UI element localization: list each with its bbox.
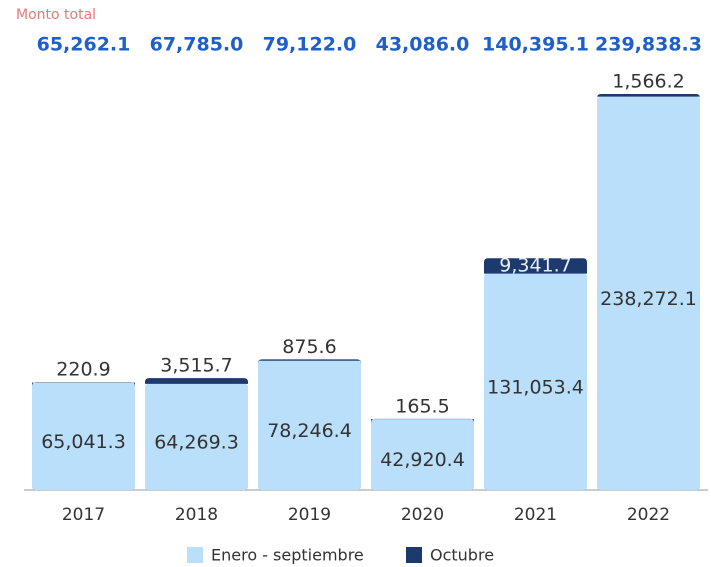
x-tick-label: 2022: [627, 505, 670, 525]
bar-segment: [371, 419, 474, 490]
bar-segment: [258, 360, 361, 490]
value-label: 64,269.3: [154, 431, 239, 453]
bar-segment: [597, 96, 700, 491]
value-label: 131,053.4: [487, 376, 584, 398]
bar-segment: [484, 258, 587, 274]
legend-swatch: [406, 547, 422, 563]
value-label: 42,920.4: [380, 449, 465, 471]
value-label: 9,341.7: [499, 254, 572, 276]
bar-segment: [32, 382, 135, 490]
value-label: 165.5: [395, 395, 449, 417]
bar-segment: [258, 359, 361, 364]
bar-segment: [597, 94, 700, 98]
bar-segment: [145, 383, 248, 490]
total-title: Monto total: [16, 7, 96, 23]
total-label: 67,785.0: [150, 34, 244, 56]
value-label: 220.9: [56, 359, 110, 381]
value-label: 875.6: [282, 336, 336, 358]
x-tick-label: 2019: [288, 505, 331, 525]
legend-label: Octubre: [430, 546, 494, 565]
x-tick-label: 2017: [62, 505, 105, 525]
x-tick-label: 2020: [401, 505, 444, 525]
value-label: 65,041.3: [41, 431, 126, 453]
bar-segment: [484, 273, 587, 490]
bar-segment: [145, 378, 248, 384]
value-label: 238,272.1: [600, 288, 697, 310]
x-tick-label: 2021: [514, 505, 557, 525]
legend-swatch: [187, 547, 203, 563]
total-label: 79,122.0: [263, 34, 357, 56]
value-label: 1,566.2: [612, 71, 685, 93]
value-label: 78,246.4: [267, 420, 352, 442]
total-label: 43,086.0: [376, 34, 470, 56]
legend-label: Enero - septiembre: [211, 546, 364, 565]
x-tick-label: 2018: [175, 505, 218, 525]
total-label: 239,838.3: [595, 34, 702, 56]
total-label: 140,395.1: [482, 34, 589, 56]
value-label: 3,515.7: [160, 355, 233, 377]
total-label: 65,262.1: [37, 34, 131, 56]
